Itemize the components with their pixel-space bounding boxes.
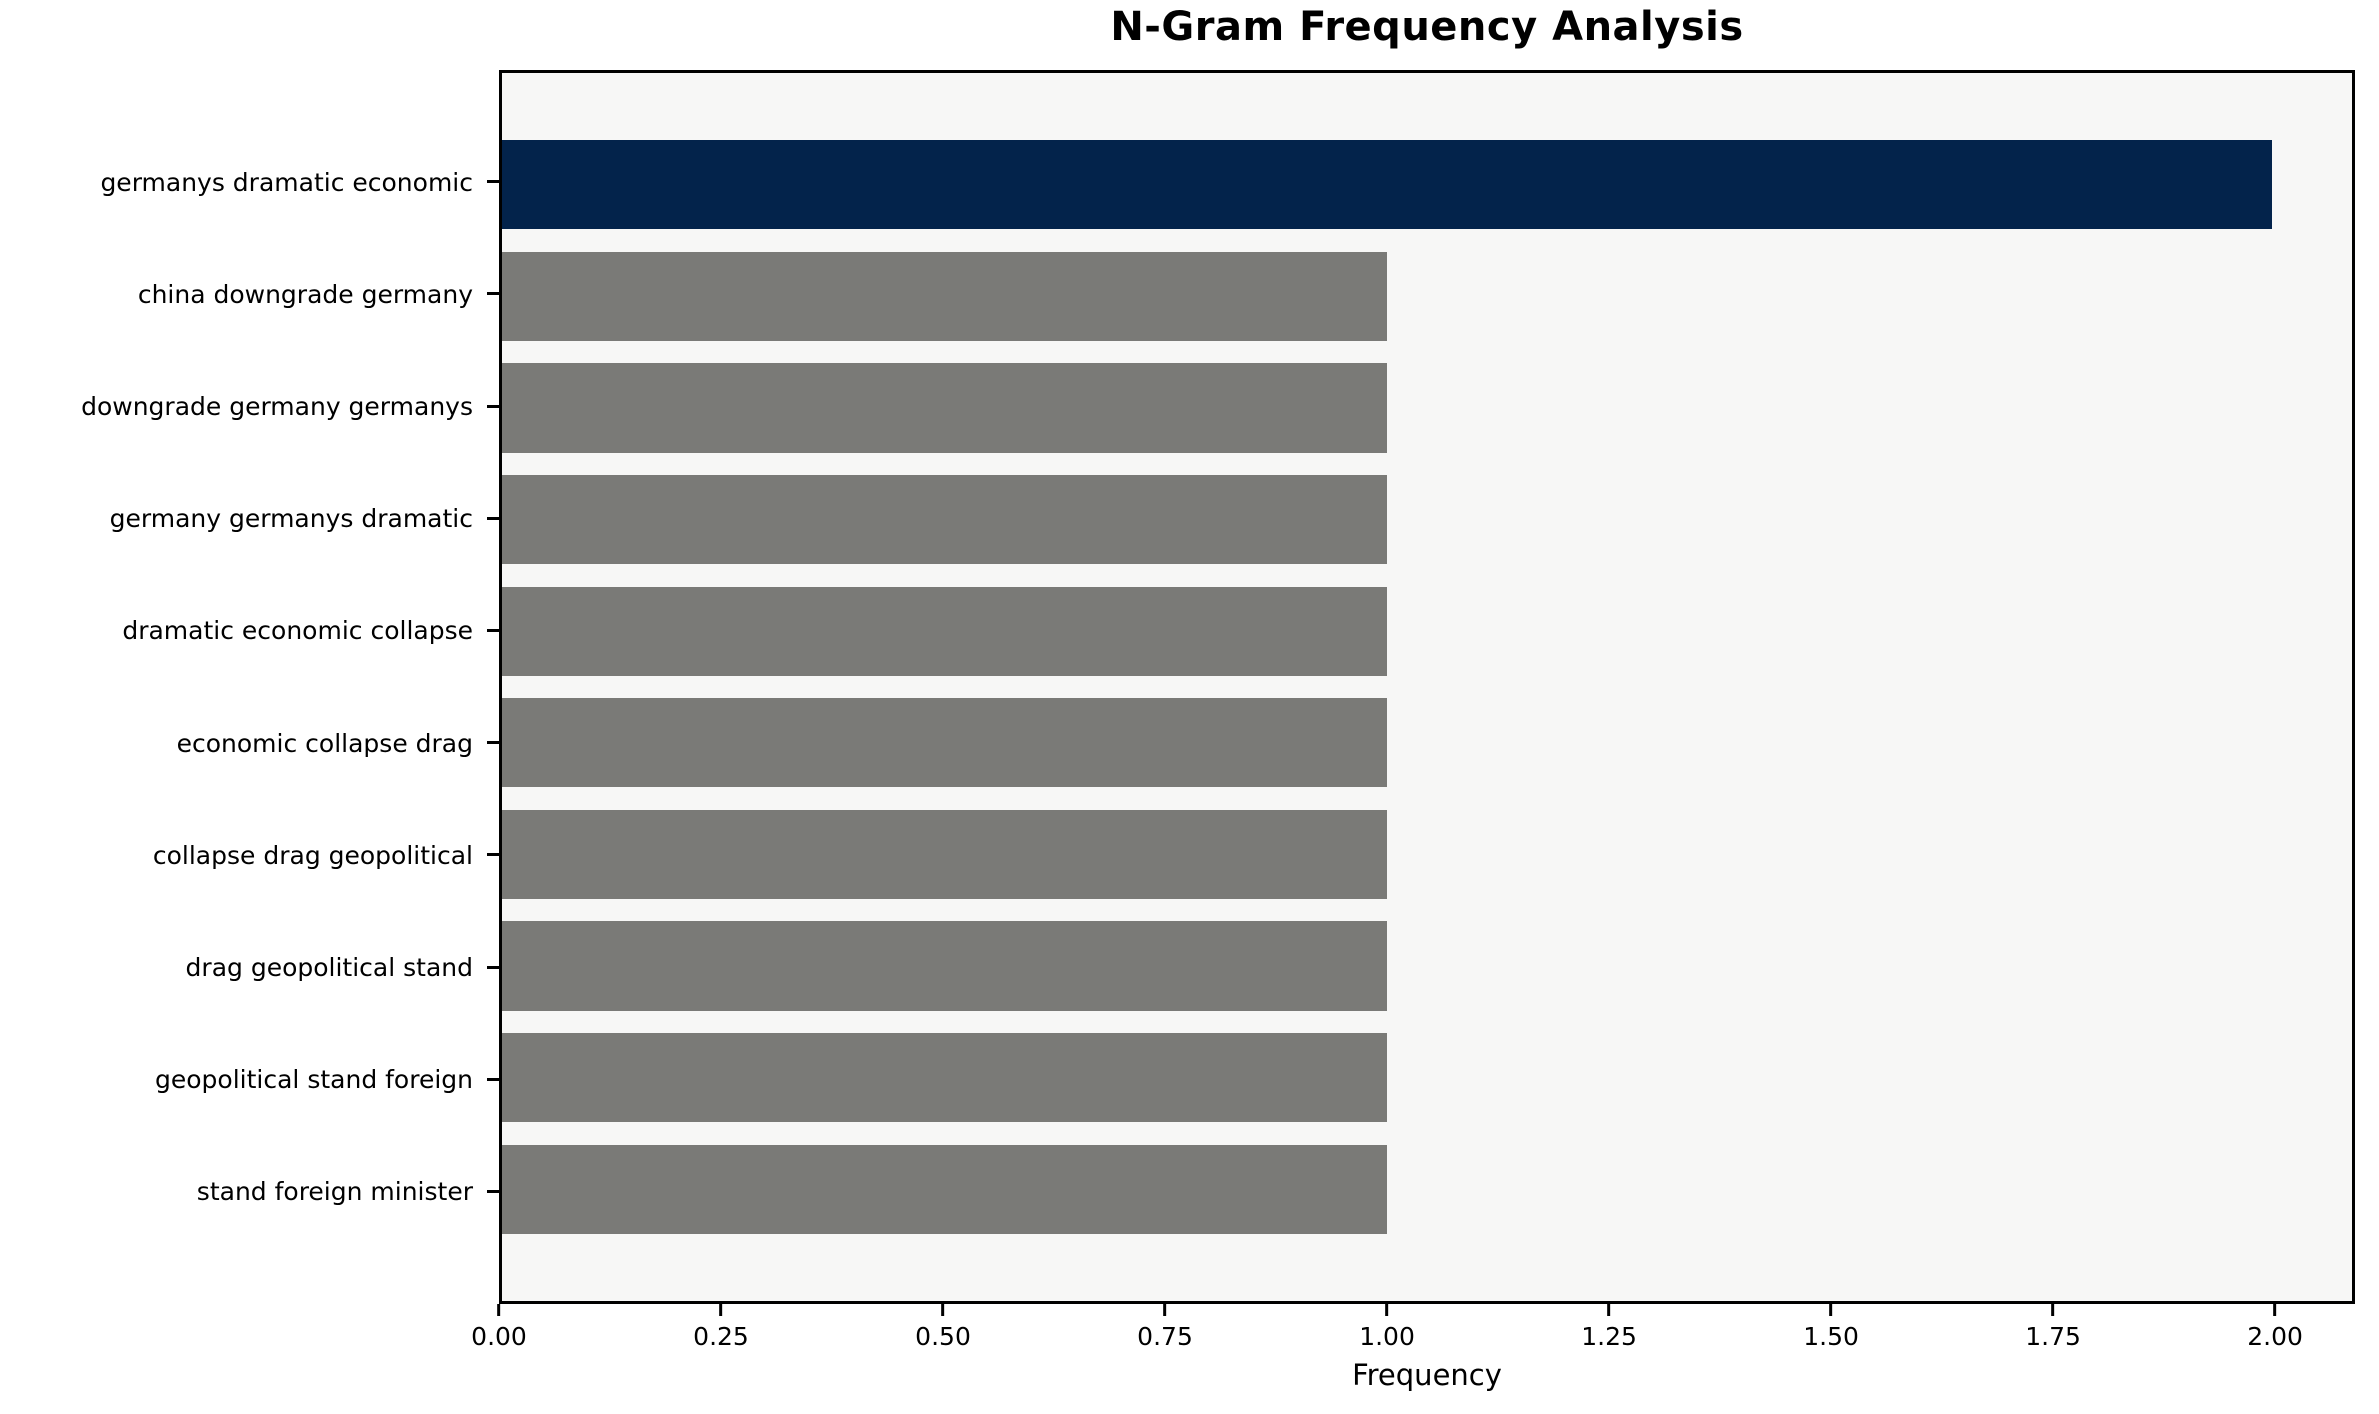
bar-row <box>502 352 2352 464</box>
x-tick: 1.75 <box>2025 1304 2081 1351</box>
bar <box>502 921 1388 1011</box>
x-axis: 0.00 0.25 0.50 0.75 1.00 1.25 1.50 1.75 2.00 <box>471 1304 2355 1374</box>
y-tick-row: china downgrade germany <box>0 238 499 350</box>
x-axis-title: Frequency <box>1352 1358 1502 1392</box>
y-tick-mark <box>487 180 499 184</box>
bar <box>502 251 1388 342</box>
bar-row <box>502 1133 2352 1245</box>
x-tick-label: 1.00 <box>1359 1322 1415 1351</box>
y-tick-row: germany germanys dramatic <box>0 463 499 575</box>
x-tick-mark <box>941 1304 945 1316</box>
y-tick-row: dramatic economic collapse <box>0 575 499 687</box>
y-tick-mark <box>487 516 499 520</box>
bar-row <box>502 799 2352 911</box>
y-tick-row: economic collapse drag <box>0 687 499 799</box>
y-tick-label: downgrade germany germanys <box>81 392 473 421</box>
y-tick-mark <box>487 965 499 969</box>
x-tick-mark <box>1829 1304 1833 1316</box>
y-tick-label: drag geopolitical stand <box>185 953 473 983</box>
y-tick-label: germanys dramatic economic <box>100 167 473 197</box>
x-tick-mark <box>719 1304 723 1316</box>
y-tick-mark <box>487 1077 499 1081</box>
x-tick-label: 0.00 <box>471 1322 527 1351</box>
bar <box>502 474 1388 565</box>
y-tick-row: downgrade germany germanys <box>0 350 499 462</box>
bar <box>502 809 1388 899</box>
x-tick-mark <box>1163 1304 1167 1316</box>
y-tick-mark <box>487 853 499 857</box>
x-tick: 1.50 <box>1803 1304 1859 1351</box>
y-tick-row: drag geopolitical stand <box>0 911 499 1023</box>
bar <box>502 1144 1388 1234</box>
bar-row <box>502 129 2352 241</box>
x-tick-label: 1.25 <box>1581 1322 1637 1351</box>
y-tick-mark <box>487 292 499 296</box>
y-tick-label: stand foreign minister <box>196 1177 473 1207</box>
bar <box>502 698 1388 788</box>
y-tick-label: economic collapse drag <box>176 728 473 758</box>
x-tick: 2.00 <box>2247 1304 2303 1351</box>
y-tick-row: germanys dramatic economic <box>0 126 499 238</box>
bar <box>502 140 2273 230</box>
x-tick-mark <box>2273 1304 2277 1316</box>
x-tick-mark <box>1607 1304 1611 1316</box>
x-tick-mark <box>1385 1304 1389 1316</box>
x-tick-label: 2.00 <box>2247 1322 2303 1351</box>
bar-row <box>502 241 2352 353</box>
bar <box>502 586 1388 676</box>
x-tick-label: 0.25 <box>693 1322 749 1351</box>
y-tick-label: germany germanys dramatic <box>109 504 473 534</box>
x-tick-label: 0.75 <box>1137 1322 1193 1351</box>
x-tick-label: 1.50 <box>1803 1322 1859 1351</box>
plot-area <box>499 70 2355 1304</box>
x-tick-label: 0.50 <box>915 1322 971 1351</box>
y-tick-mark <box>487 628 499 632</box>
y-axis-labels: germanys dramatic economic china downgrad… <box>0 70 499 1304</box>
x-tick: 0.25 <box>693 1304 749 1351</box>
x-tick: 0.00 <box>471 1304 527 1351</box>
bar-row <box>502 687 2352 799</box>
y-tick-label: dramatic economic collapse <box>122 616 473 646</box>
x-tick-mark <box>2051 1304 2055 1316</box>
y-tick-mark <box>487 1189 499 1193</box>
x-tick: 1.00 <box>1359 1304 1415 1351</box>
x-tick: 1.25 <box>1581 1304 1637 1351</box>
x-tick: 0.75 <box>1137 1304 1193 1351</box>
bar-row <box>502 464 2352 576</box>
bar-row <box>502 1022 2352 1134</box>
x-tick-mark <box>497 1304 501 1316</box>
bar-row <box>502 910 2352 1022</box>
y-tick-row: collapse drag geopolitical <box>0 799 499 911</box>
y-tick-label: collapse drag geopolitical <box>152 840 473 870</box>
y-tick-row: stand foreign minister <box>0 1136 499 1248</box>
bar <box>502 1032 1388 1123</box>
bar-row <box>502 575 2352 687</box>
y-tick-mark <box>487 741 499 745</box>
bars-area <box>502 73 2352 1301</box>
bar <box>502 363 1388 453</box>
chart-title: N-Gram Frequency Analysis <box>1110 4 1744 50</box>
y-tick-label: geopolitical stand foreign <box>155 1065 473 1095</box>
y-tick-row: geopolitical stand foreign <box>0 1024 499 1136</box>
y-tick-mark <box>487 404 499 408</box>
x-tick-label: 1.75 <box>2025 1322 2081 1351</box>
y-tick-label: china downgrade germany <box>137 279 473 309</box>
x-tick: 0.50 <box>915 1304 971 1351</box>
